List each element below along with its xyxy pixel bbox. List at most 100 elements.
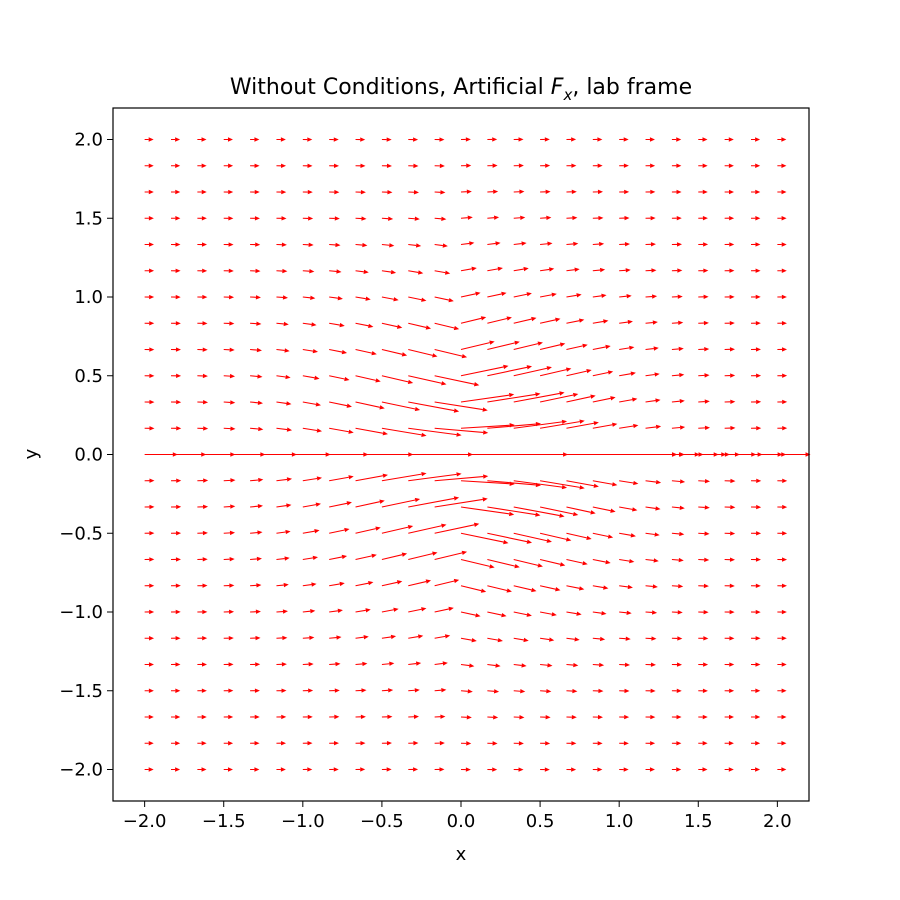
arrow (592, 163, 603, 168)
arrow (434, 190, 446, 195)
arrow (513, 611, 532, 617)
arrow (750, 320, 761, 326)
arrow (355, 740, 366, 746)
arrow (645, 558, 659, 563)
arrow (144, 583, 155, 588)
arrow (698, 767, 708, 772)
arrow (302, 662, 314, 667)
arrow (777, 399, 788, 405)
arrow (276, 688, 287, 693)
arrow (434, 661, 448, 666)
arrow (197, 504, 209, 509)
arrow (592, 532, 614, 539)
arrow (513, 506, 565, 518)
arrow (698, 662, 709, 667)
arrow (381, 607, 399, 613)
arrow (355, 427, 388, 436)
x-tick-label: 0.5 (526, 811, 555, 832)
arrow (223, 635, 234, 641)
arrow (513, 767, 524, 772)
arrow (434, 270, 451, 275)
arrow (144, 268, 155, 273)
arrow (513, 266, 529, 272)
arrow (540, 715, 551, 720)
arrow (329, 635, 342, 640)
arrow (223, 426, 236, 431)
arrow (671, 636, 683, 641)
arrow (408, 523, 447, 534)
arrow (170, 426, 182, 431)
arrow (540, 480, 585, 490)
arrow (460, 340, 495, 351)
arrow (698, 294, 709, 300)
arrow (592, 767, 603, 772)
arrow (381, 216, 394, 221)
arrow (487, 506, 541, 517)
arrow (750, 268, 761, 273)
arrow (434, 322, 460, 331)
arrow (223, 373, 236, 379)
arrow (302, 269, 315, 274)
arrow (645, 479, 662, 485)
arrow (513, 532, 552, 543)
arrow (539, 558, 566, 567)
arrow (750, 583, 761, 589)
arrow (223, 268, 234, 274)
arrow (645, 584, 658, 589)
arrow (513, 715, 525, 720)
arrow (434, 767, 445, 772)
arrow (223, 530, 236, 536)
arrow (698, 636, 709, 641)
arrow (302, 322, 317, 327)
arrow (381, 296, 399, 302)
arrow (724, 242, 735, 247)
arrow (170, 609, 181, 615)
arrow (698, 137, 708, 142)
arrow (381, 348, 408, 357)
arrow (276, 767, 286, 772)
arrow (144, 163, 154, 168)
arrow (250, 268, 261, 274)
arrow (619, 532, 636, 538)
arrow (777, 714, 787, 720)
arrow (619, 480, 639, 486)
arrow (460, 558, 495, 569)
arrow (302, 767, 313, 772)
arrow (750, 347, 761, 352)
arrow (329, 163, 340, 169)
arrow (276, 295, 289, 300)
arrow (540, 688, 552, 694)
arrow (750, 294, 761, 300)
arrow (434, 606, 454, 613)
arrow (592, 396, 616, 403)
y-tick-label: −1.0 (59, 602, 103, 623)
arrow (460, 215, 473, 220)
arrow (302, 242, 314, 247)
arrow (250, 635, 261, 641)
arrow (671, 505, 685, 510)
arrow (750, 767, 761, 772)
arrow (487, 392, 541, 403)
arrow (381, 269, 397, 275)
arrow (513, 241, 527, 246)
arrow (170, 347, 181, 352)
arrow (276, 609, 289, 614)
arrow (434, 688, 447, 693)
arrow (223, 662, 234, 667)
arrow (750, 478, 762, 484)
arrow (777, 741, 787, 746)
arrow (170, 662, 181, 667)
arrow (777, 662, 787, 667)
arrow (513, 419, 568, 429)
arrow (566, 688, 578, 694)
arrow (434, 427, 489, 435)
arrow (513, 341, 543, 351)
arrow (302, 375, 320, 381)
arrow (671, 741, 682, 746)
arrow (302, 476, 323, 482)
arrow (170, 478, 182, 483)
arrow (698, 242, 709, 247)
arrow (698, 531, 710, 536)
arrow (144, 347, 155, 352)
